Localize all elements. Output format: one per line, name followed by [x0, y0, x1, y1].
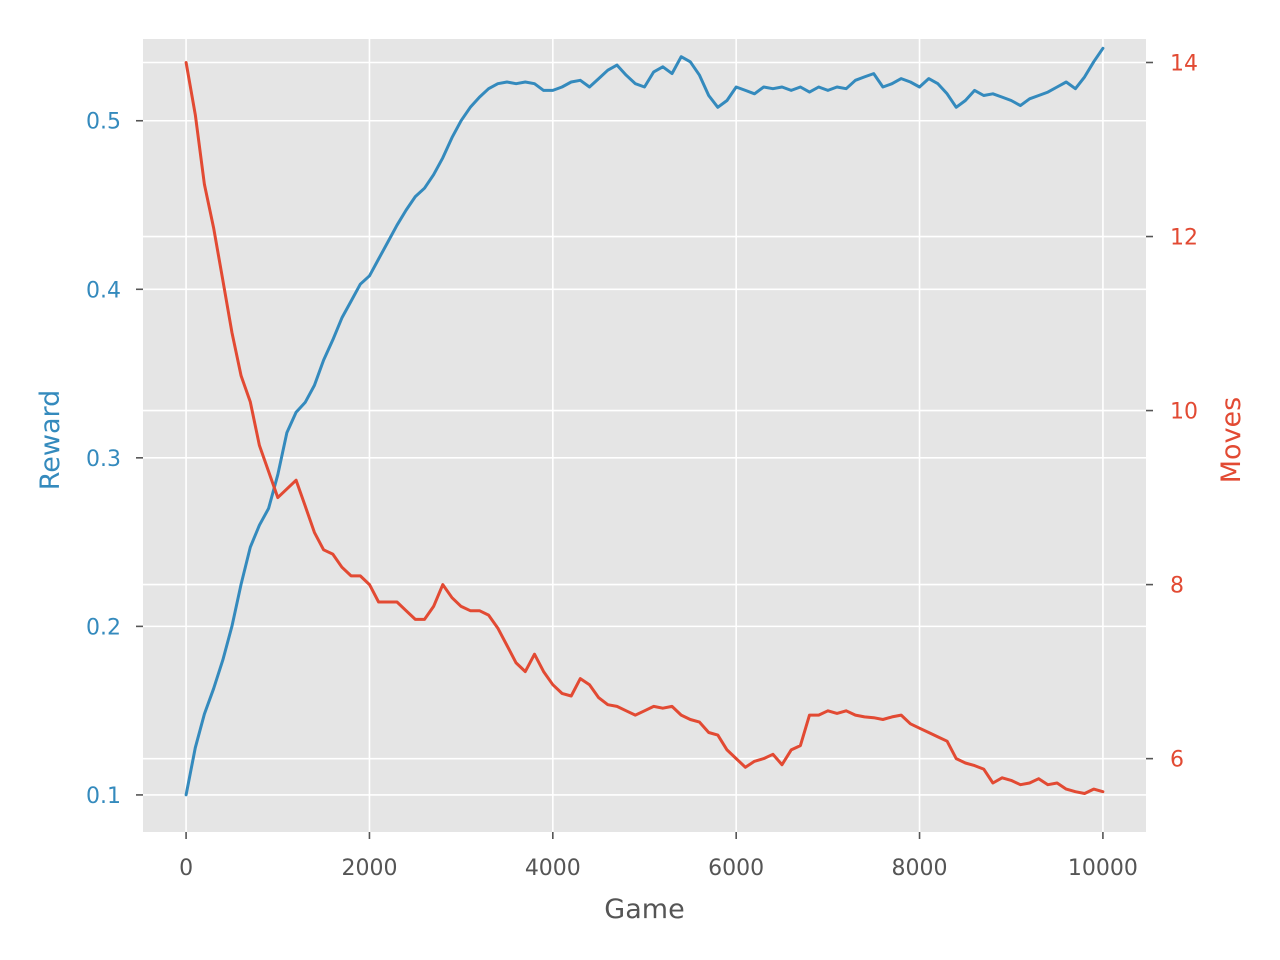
grid-lines	[143, 39, 1146, 832]
x-tick-label: 8000	[892, 856, 948, 881]
x-tick-label: 10000	[1068, 856, 1138, 881]
left-y-tick-label: 0.5	[86, 110, 121, 135]
right-y-tick-label: 14	[1170, 51, 1198, 76]
right-y-tick-label: 8	[1170, 574, 1184, 599]
right-y-tick-label: 10	[1170, 400, 1198, 425]
series-layer	[184, 46, 1105, 797]
plot-area-background	[143, 39, 1146, 832]
x-tick-label: 0	[179, 856, 193, 881]
right-y-tick-label: 6	[1170, 748, 1184, 773]
x-tick-label: 6000	[708, 856, 764, 881]
x-tick-label: 4000	[525, 856, 581, 881]
x-tick-label: 2000	[341, 856, 397, 881]
series-line-reward	[184, 46, 1105, 797]
left-y-axis-label: Reward	[35, 390, 66, 491]
left-y-tick-label: 0.3	[86, 447, 121, 472]
left-y-tick-label: 0.1	[86, 784, 121, 809]
left-y-tick-label: 0.2	[86, 615, 121, 640]
left-y-tick-label: 0.4	[86, 278, 121, 303]
x-axis-label: Game	[604, 894, 684, 925]
right-y-axis-label: Moves	[1216, 397, 1247, 483]
right-y-tick-label: 12	[1170, 226, 1198, 251]
tick-marks-and-labels: 0 2000 4000 6000 8000 10000 0.1 0.2 0.3 0.4 0.5 6 8 1…	[86, 51, 1198, 881]
series-line-moves	[184, 61, 1105, 795]
